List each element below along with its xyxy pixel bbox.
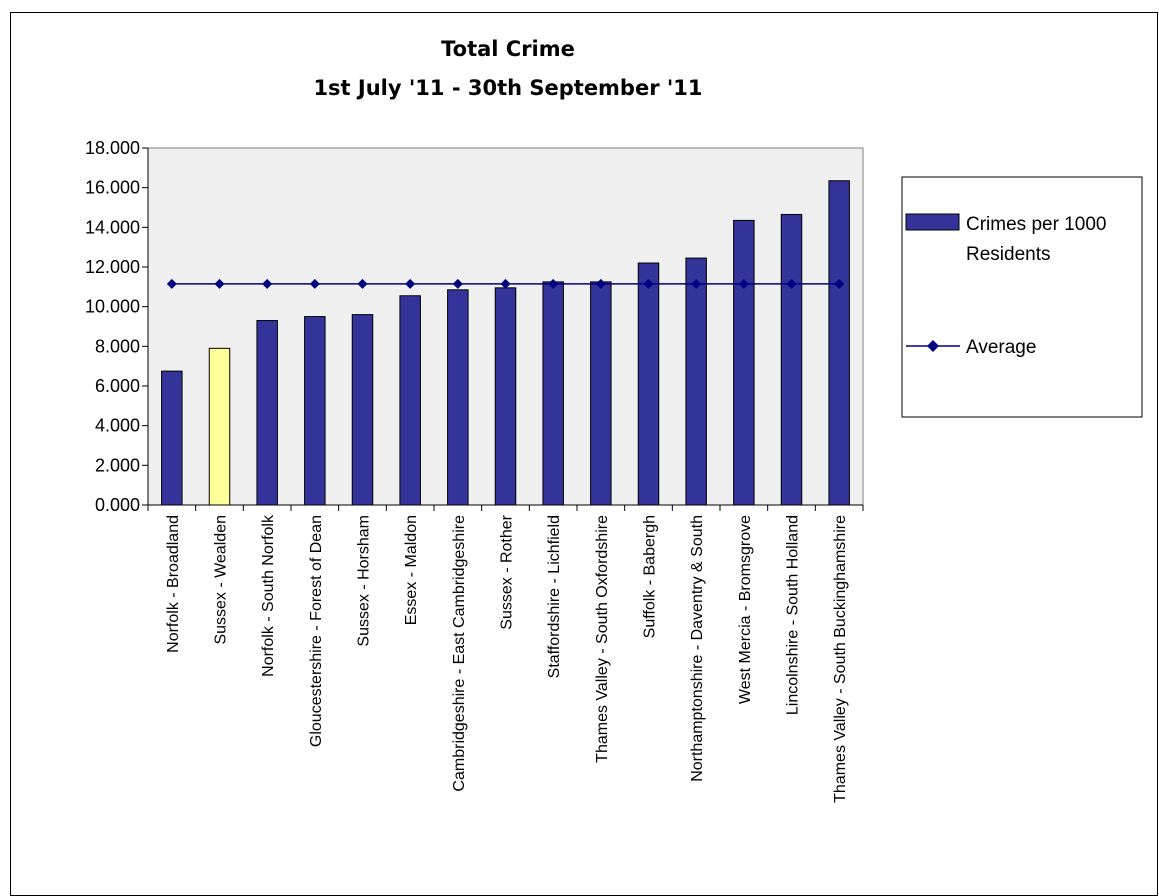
bar xyxy=(780,213,803,506)
category-label: Thames Valley - South Oxfordshire xyxy=(594,515,611,763)
category-label: Staffordshire - Lichfield xyxy=(546,515,563,678)
average-marker xyxy=(405,278,416,289)
bar-series xyxy=(161,180,850,506)
bar xyxy=(637,262,660,506)
average-marker xyxy=(309,278,320,289)
legend: Crimes per 1000 Residents Average xyxy=(901,176,1143,418)
category-label: West Mercia - Bromsgrove xyxy=(737,515,754,704)
bar xyxy=(590,281,612,506)
y-tick-label: 0.000 xyxy=(95,495,140,515)
y-tick-label: 6.000 xyxy=(95,376,140,396)
y-tick-label: 16.000 xyxy=(85,178,140,198)
average-marker xyxy=(595,278,606,289)
average-marker xyxy=(548,278,559,289)
category-label: Sussex - Rother xyxy=(499,514,516,629)
legend-bar-label-line2: Residents xyxy=(966,244,1051,265)
y-tick-label: 18.000 xyxy=(85,138,140,158)
bar xyxy=(447,289,469,506)
y-tick-label: 10.000 xyxy=(85,297,140,317)
category-label: Cambridgeshire - East Cambridgeshire xyxy=(451,515,468,792)
average-marker xyxy=(786,278,797,289)
category-label: Sussex - Wealden xyxy=(213,515,230,645)
average-marker xyxy=(500,278,511,289)
legend-line-label: Average xyxy=(966,337,1036,358)
bar xyxy=(494,287,517,506)
average-marker xyxy=(357,278,368,289)
category-label: Norfolk - Broadland xyxy=(165,515,182,653)
category-label: Gloucestershire - Forest of Dean xyxy=(308,515,325,747)
category-label: Lincolnshire - South Holland xyxy=(785,515,802,715)
category-label: Suffolk - Babergh xyxy=(642,515,659,638)
average-series xyxy=(166,278,845,289)
category-label: Essex - Maldon xyxy=(403,515,420,625)
legend-bar-label-line1: Crimes per 1000 xyxy=(966,214,1106,235)
y-tick-label: 12.000 xyxy=(85,257,140,277)
average-marker xyxy=(166,278,177,289)
average-marker xyxy=(643,278,654,289)
category-label: Norfolk - South Norfolk xyxy=(260,514,277,677)
bar xyxy=(304,316,326,506)
chart-title: Total Crime xyxy=(441,37,575,61)
bar xyxy=(542,281,564,506)
average-marker xyxy=(834,278,845,289)
x-axis: Norfolk - Broadland Sussex - Wealden Norfo… xyxy=(147,504,864,803)
category-label: Northamptonshire - Daventry & South xyxy=(689,515,706,782)
bar xyxy=(351,314,374,506)
y-tick-label: 14.000 xyxy=(85,217,140,237)
average-marker xyxy=(452,278,463,289)
category-label: Thames Valley - South Buckinghamshire xyxy=(832,515,849,803)
chart-subtitle: 1st July '11 - 30th September '11 xyxy=(313,76,702,100)
category-label: Sussex - Horsham xyxy=(356,515,373,647)
bar xyxy=(399,295,421,506)
legend-box xyxy=(901,176,1143,418)
bar xyxy=(161,370,183,506)
average-marker xyxy=(691,278,702,289)
bar xyxy=(685,257,707,506)
y-axis: 0.000 2.000 4.000 6.000 8.000 10.000 12.000 14.… xyxy=(85,138,149,515)
y-tick-label: 8.000 xyxy=(95,336,140,356)
bar xyxy=(256,320,278,506)
y-tick-label: 4.000 xyxy=(95,416,140,436)
bar xyxy=(208,347,231,506)
average-marker xyxy=(214,278,225,289)
average-marker xyxy=(262,278,273,289)
legend-line-marker xyxy=(927,340,939,352)
legend-bar-swatch xyxy=(905,213,960,231)
bar xyxy=(828,180,850,506)
y-tick-label: 2.000 xyxy=(95,455,140,475)
average-marker xyxy=(738,278,749,289)
bar xyxy=(733,219,755,506)
